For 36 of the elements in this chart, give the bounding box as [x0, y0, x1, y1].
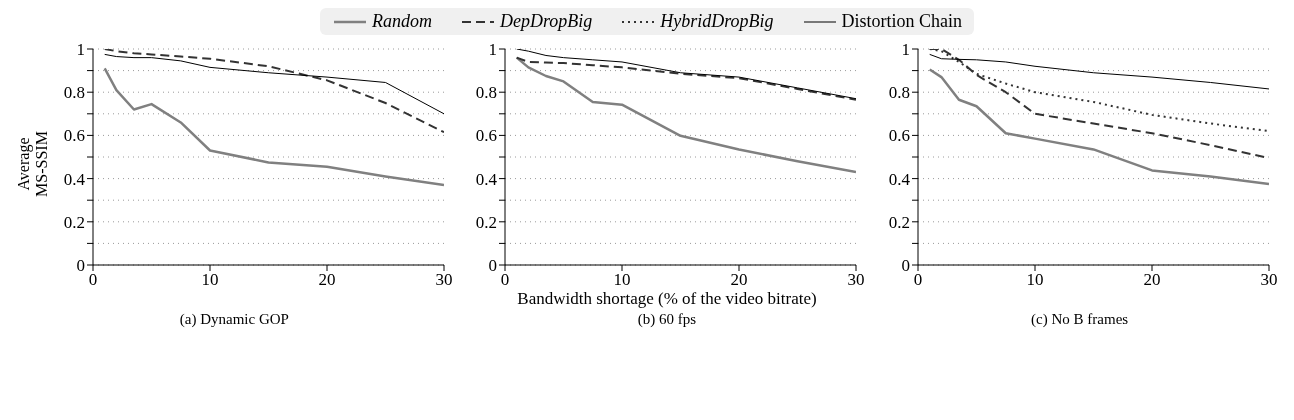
x-tick-label: 10	[201, 270, 219, 290]
x-tick-label: 30	[1260, 270, 1278, 290]
legend-label: Distortion Chain	[841, 11, 963, 32]
y-tick-label: 0.8	[63, 83, 85, 103]
y-tick-label: 1	[76, 40, 85, 60]
y-tick-label: 0.8	[476, 83, 498, 103]
x-tick-label: 20	[318, 270, 336, 290]
y-tick-label: 1	[901, 40, 911, 60]
y-tick-label: 1	[488, 40, 498, 60]
y-tick-label: 0.8	[888, 83, 911, 103]
legend-label: HybridDropBig	[660, 11, 774, 32]
y-tick-label: 0	[488, 256, 498, 276]
y-tick-label: 0.2	[476, 212, 498, 232]
y-tick-label: 0.2	[63, 212, 85, 232]
y-axis-title: Average MS-SSIM	[14, 131, 50, 197]
y-tick-label: 0.6	[476, 126, 498, 146]
text: (a) Dynamic GOP	[179, 311, 289, 328]
x-tick-label: 20	[1143, 270, 1161, 290]
y-tick-label: 0.6	[63, 126, 85, 146]
x-tick-label: 10	[613, 270, 631, 290]
legend-label: Random	[371, 11, 432, 32]
y-tick-label: 0	[76, 256, 85, 276]
text: (b) 60 fps	[637, 311, 697, 328]
x-axis-title: Bandwidth shortage (% of the video bitrate)	[517, 289, 817, 310]
y-tick-label: 0.6	[888, 126, 911, 146]
y-tick-label: 0.2	[888, 212, 911, 232]
x-tick-label: 30	[435, 270, 453, 290]
x-tick-label: 10	[1026, 270, 1044, 290]
y-tick-label: 0.4	[476, 169, 498, 189]
y-tick-label: 0	[901, 256, 911, 276]
y-tick-label: 0.4	[63, 169, 86, 189]
x-tick-label: 20	[730, 270, 748, 290]
text: (c) No B frames	[1031, 311, 1129, 328]
x-tick-label: 30	[847, 270, 865, 290]
legend-label: DepDropBig	[499, 11, 593, 32]
y-tick-label: 0.4	[888, 169, 911, 189]
